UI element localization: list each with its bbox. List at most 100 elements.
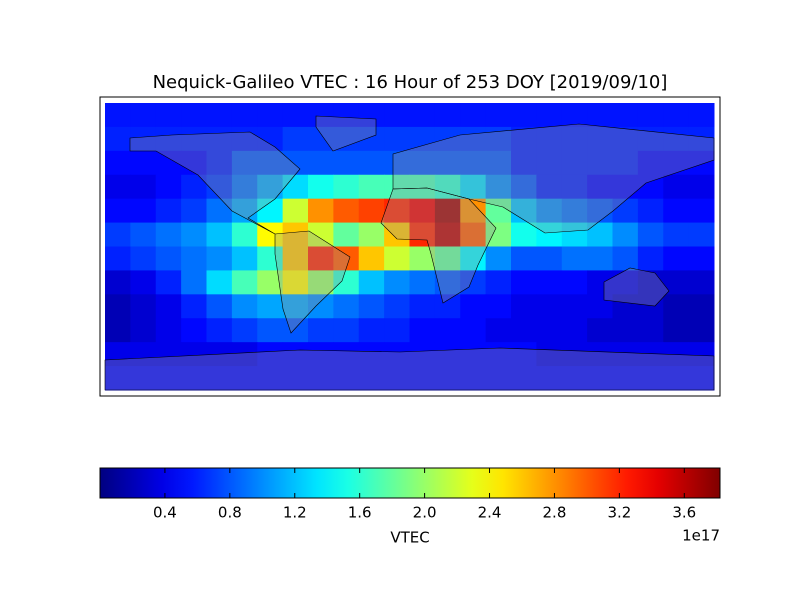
- heatmap-cell: [409, 270, 436, 295]
- heatmap-cell: [384, 103, 410, 128]
- greenland: [315, 115, 377, 152]
- heatmap-cell: [105, 318, 131, 343]
- heatmap-cell: [637, 246, 664, 271]
- heatmap-cell: [231, 270, 258, 295]
- heatmap-cell: [688, 150, 715, 176]
- heatmap-cell: [485, 246, 512, 271]
- colorbar-tick-label: 2.8: [543, 504, 567, 522]
- heatmap-cell: [308, 198, 334, 224]
- heatmap-cell: [155, 318, 182, 343]
- heatmap-cell: [181, 126, 207, 152]
- heatmap-cell: [637, 103, 664, 128]
- heatmap-cell: [663, 103, 690, 128]
- heatmap-cell: [688, 126, 715, 152]
- heatmap-cell: [587, 294, 613, 319]
- heatmap-cell: [561, 126, 588, 152]
- heatmap-cell: [561, 294, 588, 319]
- heatmap-cell: [536, 198, 563, 224]
- heatmap-cell: [485, 198, 512, 224]
- colorbar-tick-label: 2.0: [413, 504, 437, 522]
- heatmap-cell: [434, 198, 461, 224]
- heatmap-cell: [460, 222, 487, 247]
- heatmap-cell: [434, 126, 461, 152]
- heatmap-cell: [485, 222, 512, 247]
- heatmap-cell: [561, 366, 588, 391]
- colorbar-tick-label: 3.6: [672, 504, 696, 522]
- heatmap-cell: [257, 103, 284, 128]
- heatmap-cell: [587, 198, 613, 224]
- heatmap-cell: [333, 246, 360, 271]
- heatmap-cell: [282, 318, 309, 343]
- heatmap-cell: [231, 294, 258, 319]
- heatmap-cell: [485, 103, 512, 128]
- heatmap-cell: [282, 366, 309, 391]
- heatmap-cell: [637, 366, 664, 391]
- heatmap-cell: [561, 198, 588, 224]
- heatmap-cell: [206, 366, 233, 391]
- heatmap-cell: [663, 198, 690, 224]
- heatmap-cell: [587, 246, 613, 271]
- heatmap-cell: [308, 174, 334, 200]
- heatmap-cell: [561, 222, 588, 247]
- heatmap-cell: [231, 318, 258, 343]
- heatmap-cell: [612, 126, 639, 152]
- heatmap-cell: [511, 318, 537, 343]
- heatmap-cell: [105, 342, 131, 367]
- heatmap-cell: [663, 294, 690, 319]
- heatmap-cell: [485, 174, 512, 200]
- heatmap-cell: [460, 246, 487, 271]
- heatmap-cell: [587, 103, 613, 128]
- heatmap-cell: [561, 246, 588, 271]
- africa: [380, 187, 497, 304]
- heatmap-cell: [155, 198, 182, 224]
- heatmap-cell: [206, 318, 233, 343]
- heatmap-cell: [384, 270, 410, 295]
- heatmap-cell: [130, 126, 157, 152]
- heatmap-cell: [434, 150, 461, 176]
- heatmap-cell: [663, 150, 690, 176]
- heatmap-cell: [130, 174, 157, 200]
- heatmap-cell: [663, 246, 690, 271]
- heatmap-cell: [282, 174, 309, 200]
- heatmap-cell: [105, 270, 131, 295]
- heatmap-cell: [257, 318, 284, 343]
- heatmap-cell: [637, 174, 664, 200]
- heatmap-cell: [688, 246, 715, 271]
- heatmap-cell: [384, 246, 410, 271]
- heatmap-cell: [612, 270, 639, 295]
- heatmap-cell: [181, 342, 207, 367]
- heatmap-cell: [663, 270, 690, 295]
- heatmap-cell: [511, 246, 537, 271]
- heatmap-cell: [105, 150, 131, 176]
- heatmap-cell: [282, 126, 309, 152]
- heatmap-cell: [384, 342, 410, 367]
- heatmap-cell: [130, 222, 157, 247]
- heatmap-cell: [409, 246, 436, 271]
- heatmap-cell: [358, 294, 385, 319]
- heatmap-cell: [409, 198, 436, 224]
- heatmap-cell: [561, 318, 588, 343]
- heatmap-cell: [663, 222, 690, 247]
- heatmap-cell: [155, 222, 182, 247]
- heatmap-cell: [637, 150, 664, 176]
- heatmap-cell: [434, 222, 461, 247]
- heatmap-cell: [358, 198, 385, 224]
- heatmap-cell: [561, 103, 588, 128]
- land: [104, 115, 715, 391]
- heatmap-cell: [206, 150, 233, 176]
- heatmap-cell: [536, 342, 563, 367]
- heatmap-cell: [181, 103, 207, 128]
- heatmap-cell: [485, 126, 512, 152]
- eurasia: [392, 123, 715, 234]
- heatmap-cell: [282, 150, 309, 176]
- heatmap-cell: [485, 294, 512, 319]
- heatmap-cell: [181, 318, 207, 343]
- heatmap-cell: [257, 342, 284, 367]
- heatmap-cell: [409, 103, 436, 128]
- heatmap-cell: [434, 342, 461, 367]
- heatmap-cell: [231, 198, 258, 224]
- heatmap-cell: [409, 174, 436, 200]
- heatmap-cell: [637, 198, 664, 224]
- heatmap-cell: [460, 294, 487, 319]
- heatmap-cell: [282, 198, 309, 224]
